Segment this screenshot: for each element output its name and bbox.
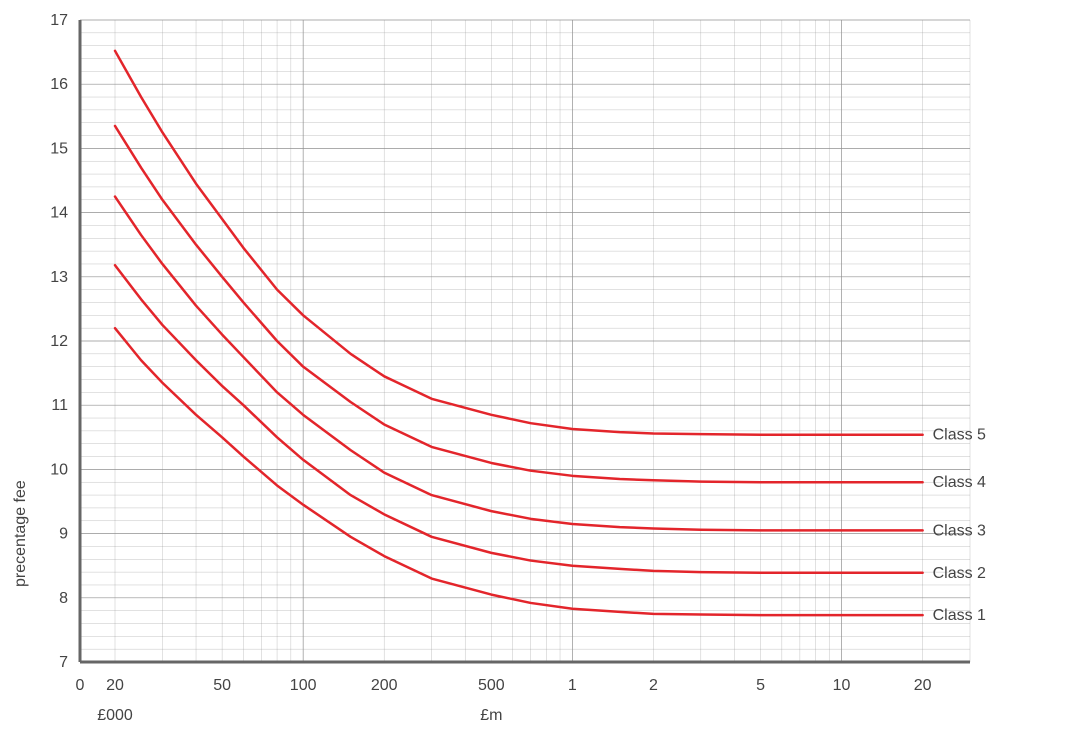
y-tick-label: 9 (59, 526, 68, 543)
y-tick-label: 13 (50, 269, 68, 286)
x-tick-label: 10 (833, 677, 851, 694)
chart-svg: 7891011121314151617precentage fee0205010… (0, 0, 1080, 752)
series-label: Class 2 (933, 565, 986, 582)
y-tick-label: 12 (50, 333, 68, 350)
y-axis-label: precentage fee (12, 480, 29, 587)
y-tick-label: 8 (59, 590, 68, 607)
x-tick-label: 1 (568, 677, 577, 694)
fee-chart: 7891011121314151617precentage fee0205010… (0, 0, 1080, 752)
x-sub-label: £000 (97, 707, 133, 724)
y-tick-label: 7 (59, 654, 68, 671)
series-label: Class 4 (933, 474, 986, 491)
y-tick-label: 14 (50, 205, 68, 222)
x-tick-label: 2 (649, 677, 658, 694)
series-label: Class 5 (933, 427, 986, 444)
x-tick-label: 50 (213, 677, 231, 694)
x-tick-label: 0 (76, 677, 85, 694)
x-tick-label: 5 (756, 677, 765, 694)
x-tick-label: 20 (106, 677, 124, 694)
y-tick-label: 17 (50, 12, 68, 29)
series-label: Class 1 (933, 607, 986, 624)
x-tick-label: 200 (371, 677, 398, 694)
x-tick-label: 100 (290, 677, 317, 694)
x-tick-label: 20 (914, 677, 932, 694)
series-label: Class 3 (933, 522, 986, 539)
x-sub-label: £m (480, 707, 502, 724)
y-tick-label: 11 (51, 397, 68, 414)
y-tick-label: 16 (50, 76, 68, 93)
x-tick-label: 500 (478, 677, 505, 694)
y-tick-label: 15 (50, 140, 68, 157)
y-tick-label: 10 (50, 461, 68, 478)
